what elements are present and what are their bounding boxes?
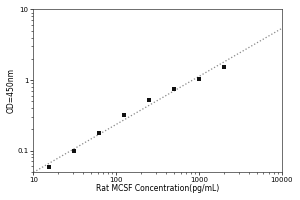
Point <box>221 65 226 68</box>
Point <box>172 87 176 90</box>
Point <box>147 98 152 102</box>
Point <box>122 113 127 117</box>
Y-axis label: OD=450nm: OD=450nm <box>7 68 16 113</box>
Point <box>47 166 52 169</box>
X-axis label: Rat MCSF Concentration(pg/mL): Rat MCSF Concentration(pg/mL) <box>96 184 219 193</box>
Point <box>196 77 201 80</box>
Point <box>72 149 77 152</box>
Point <box>97 132 102 135</box>
